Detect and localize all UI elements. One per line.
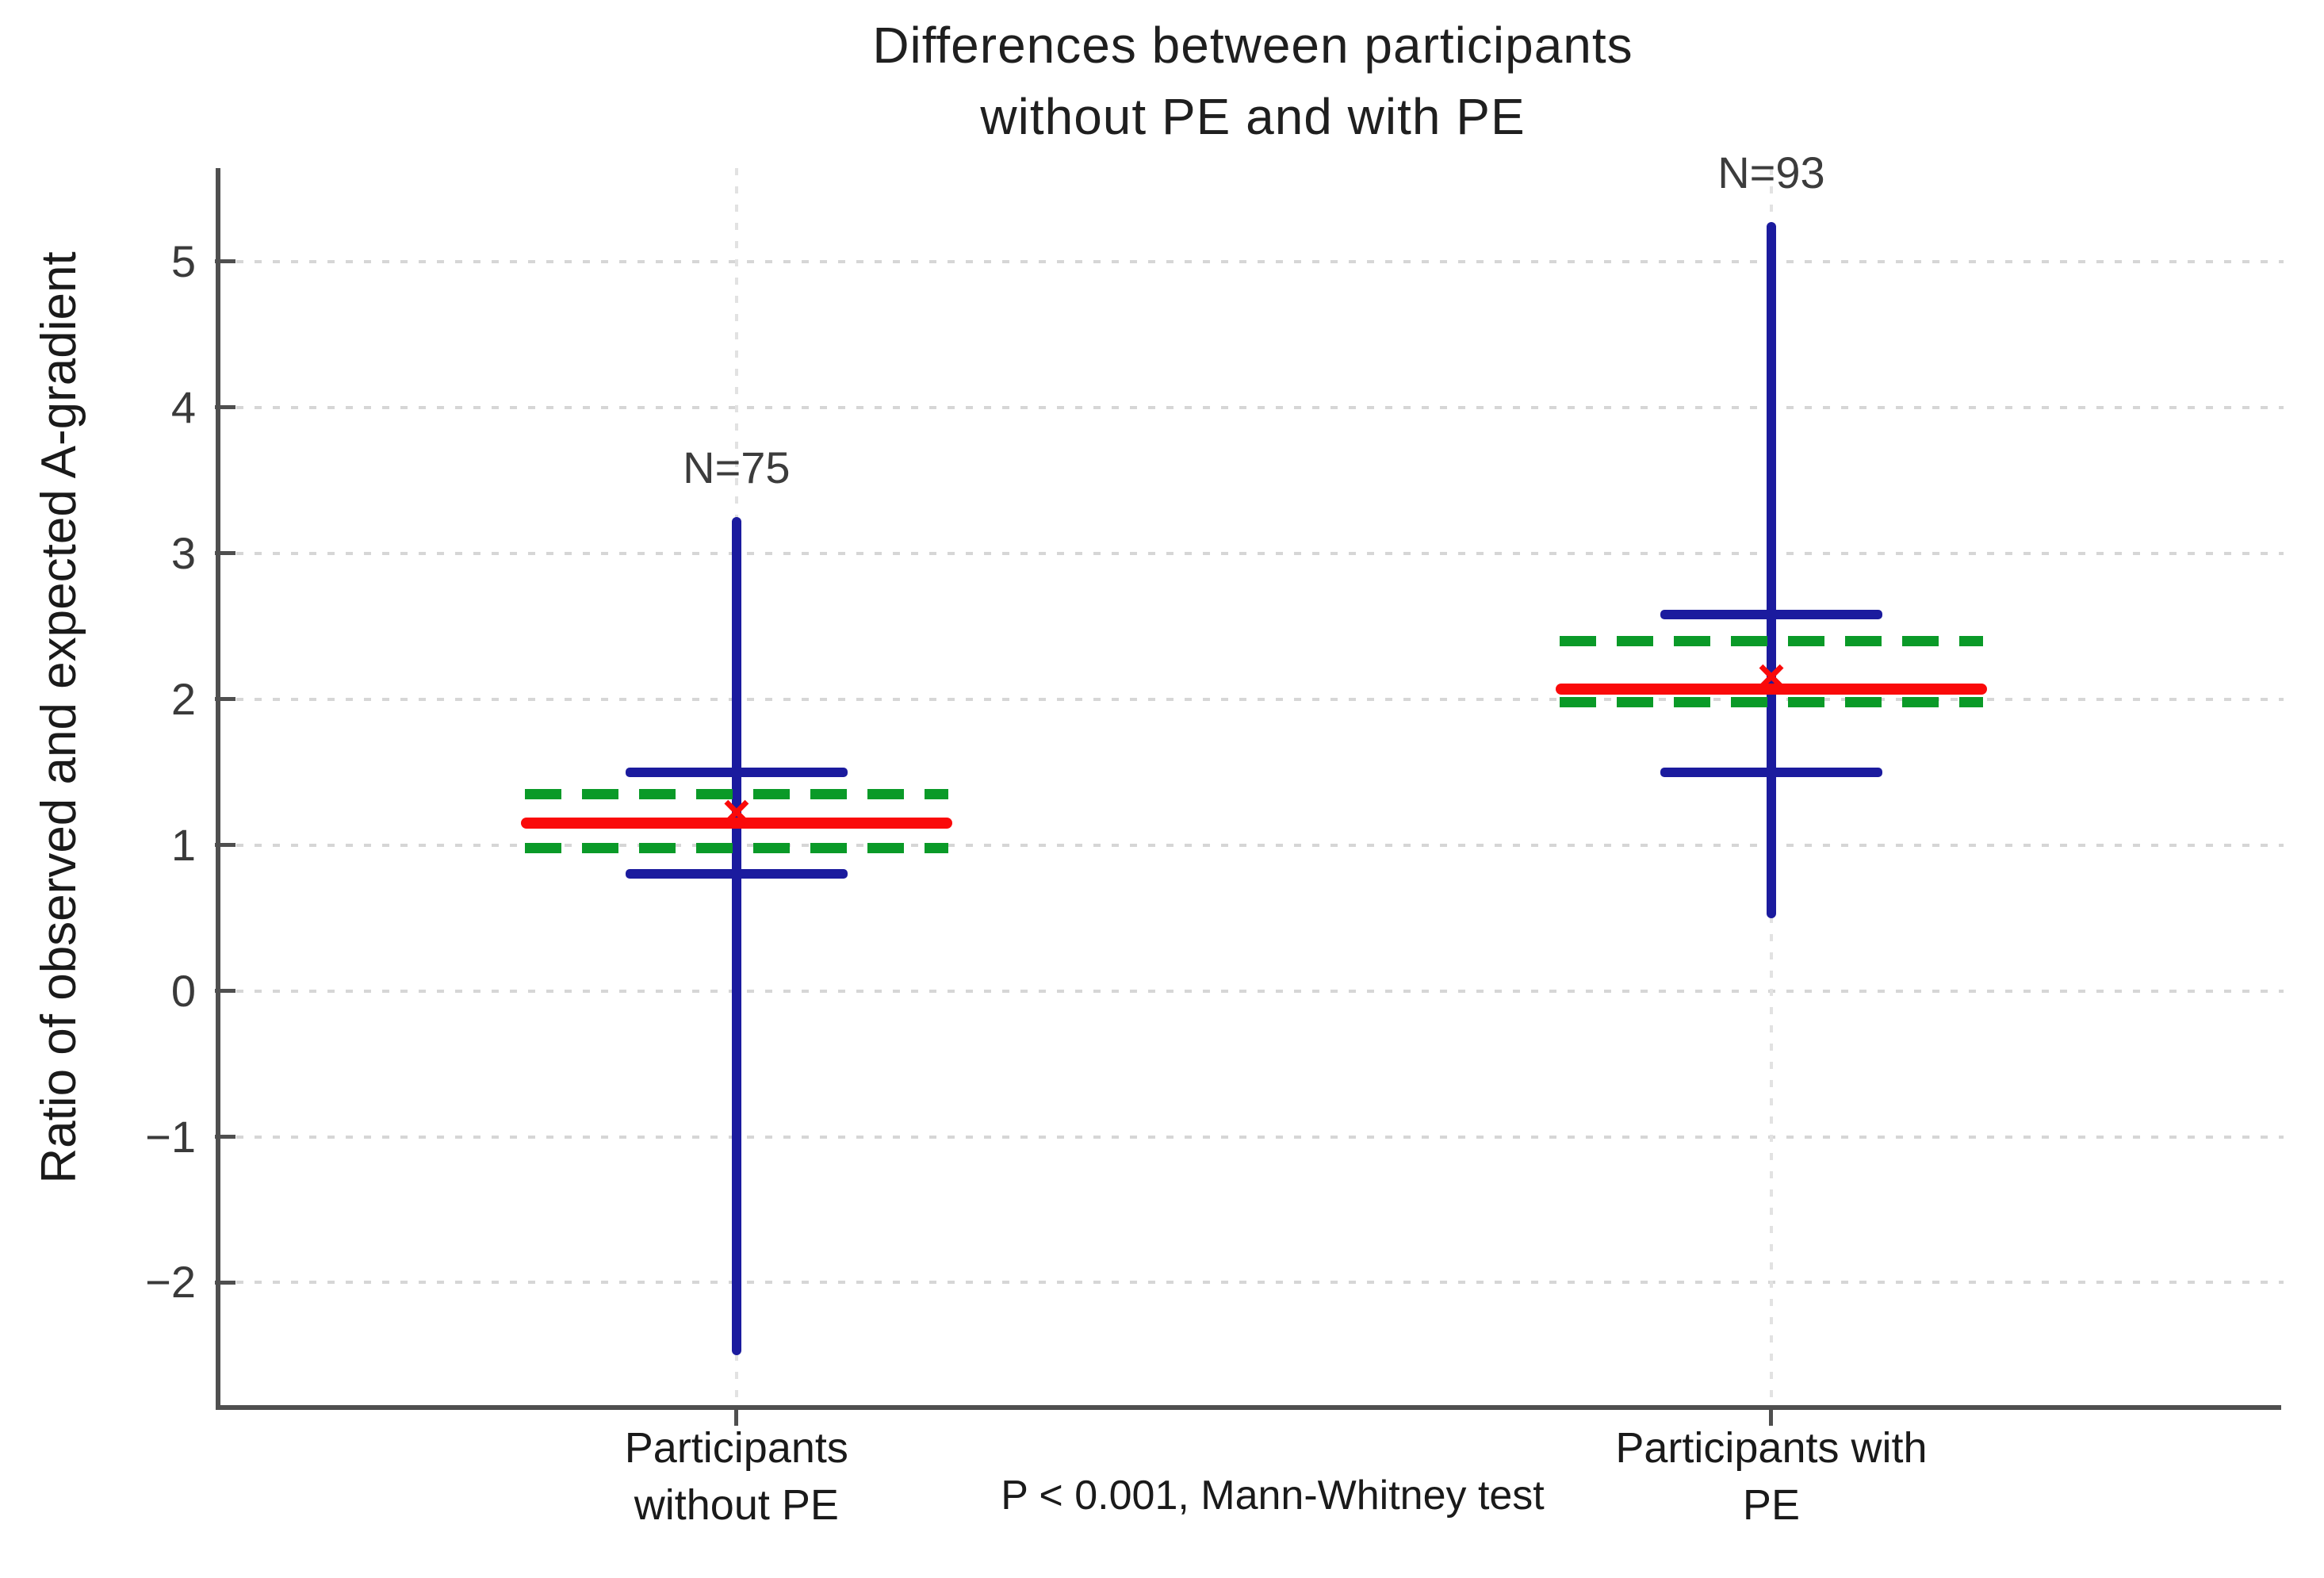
y-tick-label: 0 bbox=[170, 965, 196, 1016]
y-tick-mark bbox=[215, 1280, 235, 1285]
gridline-y-3 bbox=[218, 551, 2284, 555]
median-line bbox=[520, 817, 952, 829]
median-line bbox=[1555, 683, 1987, 695]
ci-dashed-upper bbox=[524, 788, 948, 799]
gridline-y--1 bbox=[218, 1135, 2284, 1139]
whisker-cap-lower bbox=[1660, 767, 1882, 777]
y-tick-mark bbox=[215, 989, 235, 994]
gridline-y-4 bbox=[218, 405, 2284, 409]
whisker-line bbox=[731, 516, 741, 1356]
y-tick-mark bbox=[215, 1135, 235, 1139]
whisker-cap-upper bbox=[625, 767, 848, 777]
gridline-y-2 bbox=[218, 697, 2284, 701]
y-tick-mark bbox=[215, 697, 235, 702]
y-tick-mark bbox=[215, 551, 235, 556]
y-tick-mark bbox=[215, 259, 235, 264]
ci-dashed-lower bbox=[524, 842, 948, 853]
y-tick-label: 3 bbox=[170, 527, 196, 578]
chart-title-line2: without PE and with PE bbox=[980, 88, 1526, 145]
y-tick-label: 2 bbox=[170, 673, 196, 724]
x-tick-mark bbox=[734, 1405, 739, 1426]
group-n-label: N=75 bbox=[683, 442, 791, 492]
x-tick-mark bbox=[1769, 1405, 1774, 1426]
stat-annotation: P < 0.001, Mann-Whitney test bbox=[1001, 1473, 1545, 1519]
group-n-label: N=93 bbox=[1717, 147, 1825, 198]
x-tick-label: Participants with PE bbox=[1526, 1419, 2017, 1534]
y-tick-label: 4 bbox=[170, 381, 196, 432]
y-tick-label: 5 bbox=[170, 236, 196, 286]
x-tick-label-line: Participants with bbox=[1615, 1424, 1928, 1472]
chart-title-line1: Differences between participants bbox=[872, 17, 1633, 74]
gridline-y-5 bbox=[218, 259, 2284, 263]
whisker-cap-lower bbox=[625, 869, 848, 879]
y-tick-mark bbox=[215, 405, 235, 410]
gridline-y-0 bbox=[218, 989, 2284, 993]
ci-dashed-lower bbox=[1559, 696, 1983, 707]
x-tick-label: Participants without PE bbox=[491, 1419, 982, 1534]
x-tick-label-line: Participants bbox=[624, 1424, 848, 1472]
whisker-cap-upper bbox=[1660, 609, 1882, 619]
plot-area: 5 4 3 2 1 0 −1 −2 × N=75 Participants without PE × N=… bbox=[145, 149, 2284, 1529]
x-tick-label-line: PE bbox=[1742, 1481, 1800, 1529]
gridline-y--2 bbox=[218, 1281, 2284, 1285]
chart-title: Differences between participants without… bbox=[238, 10, 2268, 152]
y-tick-mark bbox=[215, 843, 235, 848]
y-axis-spine bbox=[216, 168, 220, 1405]
mean-x-marker: × bbox=[1756, 649, 1786, 705]
whisker-line bbox=[1766, 222, 1776, 918]
x-tick-label-line: without PE bbox=[634, 1481, 839, 1529]
ci-dashed-upper bbox=[1559, 635, 1983, 646]
y-tick-label: −1 bbox=[145, 1111, 196, 1162]
y-tick-label: −2 bbox=[145, 1257, 196, 1308]
y-tick-label: 1 bbox=[170, 819, 196, 870]
x-axis-spine bbox=[216, 1405, 2281, 1410]
gridline-y-1 bbox=[218, 843, 2284, 847]
y-axis-label: Ratio of observed and expected A-gradien… bbox=[32, 251, 86, 1184]
mean-x-marker: × bbox=[722, 785, 751, 841]
